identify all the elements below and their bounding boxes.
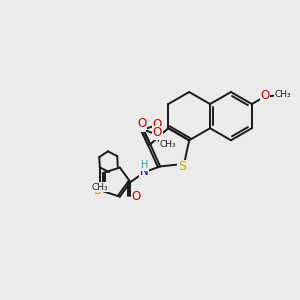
Text: CH₃: CH₃ (275, 90, 292, 99)
Text: O: O (137, 117, 147, 130)
Text: O: O (136, 118, 145, 131)
Text: H: H (141, 160, 148, 170)
Text: CH₃: CH₃ (92, 183, 108, 192)
Text: CH₃: CH₃ (159, 140, 176, 149)
Text: S: S (178, 160, 186, 173)
Text: O: O (260, 88, 269, 102)
Text: O: O (153, 126, 162, 139)
Text: O: O (132, 190, 141, 203)
Text: S: S (93, 184, 101, 197)
Text: N: N (140, 166, 149, 178)
Text: O: O (153, 118, 162, 131)
